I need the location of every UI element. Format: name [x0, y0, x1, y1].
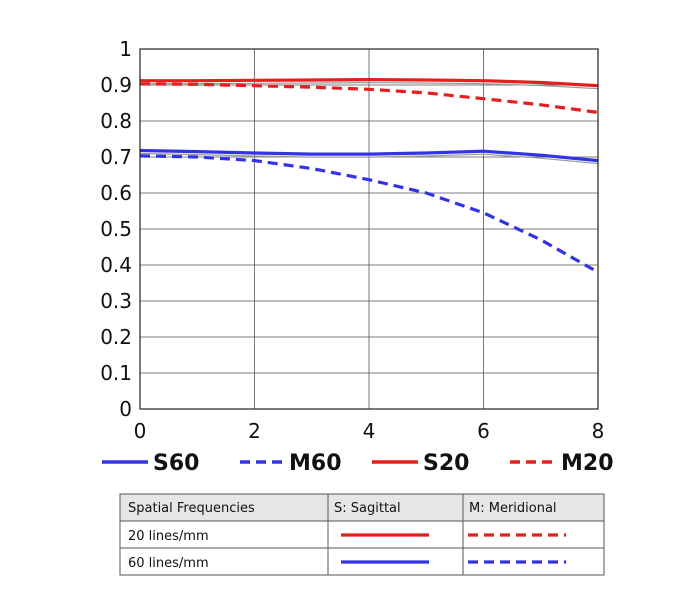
- x-tick-label: 4: [363, 419, 376, 443]
- legend: S60 M60 S20 M20: [102, 451, 614, 476]
- legend-label-s60: S60: [153, 451, 199, 476]
- x-tick-labels: 0 2 4 6 8: [134, 419, 605, 443]
- y-tick-label: 0.2: [100, 325, 132, 349]
- y-tick-label: 0.6: [100, 181, 132, 205]
- y-tick-label: 1: [119, 37, 132, 61]
- series-group: [139, 78, 599, 274]
- y-tick-label: 0.9: [100, 73, 132, 97]
- y-tick-label: 0.5: [100, 217, 132, 241]
- table-header-cell: M: Meridional: [469, 501, 557, 516]
- table-header-cell: S: Sagittal: [334, 501, 401, 516]
- y-tick-label: 0.3: [100, 289, 132, 313]
- reference-curve: [139, 152, 599, 165]
- table-header-background: [120, 494, 604, 521]
- y-tick-label: 0.4: [100, 253, 132, 277]
- x-tick-label: 0: [134, 419, 147, 443]
- x-tick-label: 6: [477, 419, 490, 443]
- table-row-label: 60 lines/mm: [128, 556, 209, 571]
- series-line-s20: [140, 78, 599, 88]
- y-tick-label: 0.7: [100, 145, 132, 169]
- y-tick-labels: 0 0.1 0.2 0.3 0.4 0.5 0.6 0.7 0.8 0.9 1: [100, 37, 132, 421]
- y-tick-label: 0.1: [100, 361, 132, 385]
- y-tick-label: 0: [119, 397, 132, 421]
- frequency-table: Spatial Frequencies S: Sagittal M: Meridio…: [119, 493, 605, 576]
- reference-lines: [139, 81, 599, 165]
- legend-label-s20: S20: [423, 451, 469, 476]
- legend-label-m60: M60: [289, 451, 342, 476]
- y-tick-label: 0.8: [100, 109, 132, 133]
- table-header-cell: Spatial Frequencies: [128, 501, 255, 516]
- x-tick-label: 8: [592, 419, 605, 443]
- reference-curve: [140, 81, 599, 90]
- series-line-m20: [139, 82, 599, 114]
- table-row-label: 20 lines/mm: [128, 529, 209, 544]
- table-border: [119, 493, 605, 576]
- legend-label-m20: M20: [561, 451, 614, 476]
- x-tick-label: 2: [248, 419, 261, 443]
- series-line-s60: [139, 148, 599, 163]
- plot-frame: [139, 48, 599, 410]
- series-line-m60: [139, 154, 599, 274]
